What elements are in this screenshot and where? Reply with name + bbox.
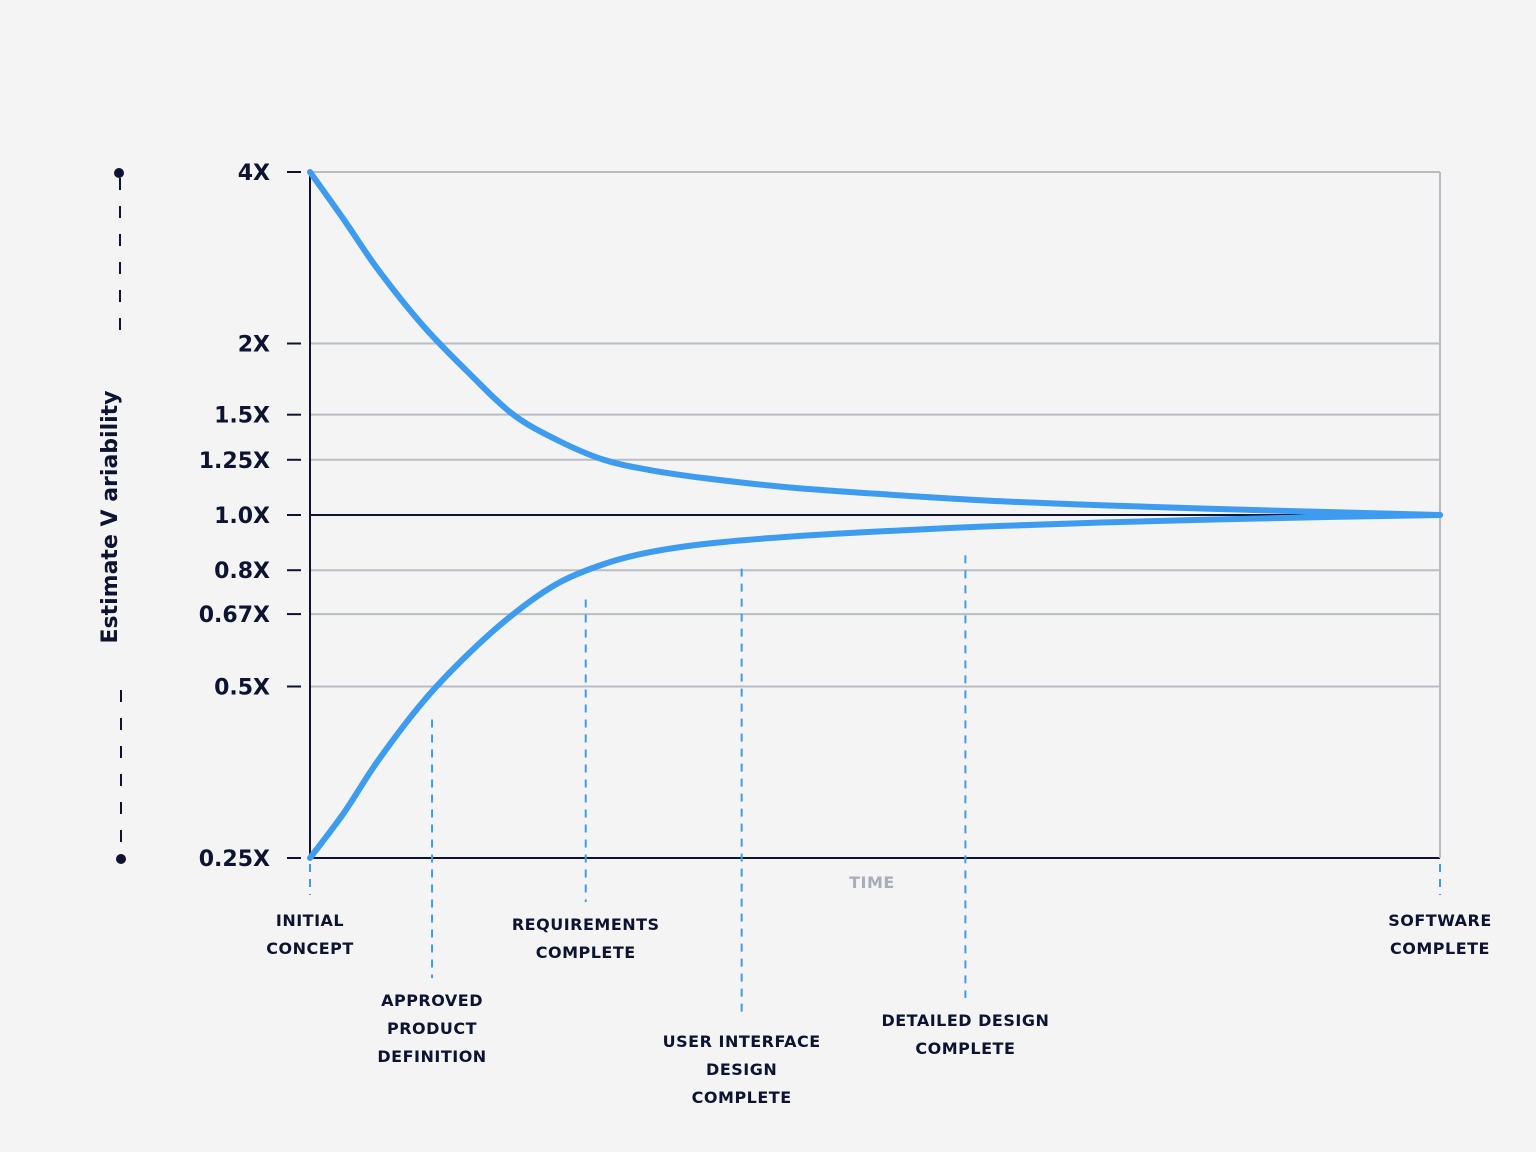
series-curves: [307, 169, 1443, 861]
upper-variability-curve: [307, 169, 1443, 518]
gridlines: [310, 171, 1440, 859]
milestone-labels: INITIAL CONCEPT APPROVED PRODUCT DEFINITION R…: [266, 911, 1492, 1107]
y-axis-title-group: Estimate V ariability: [98, 168, 126, 864]
milestone-label-line: INITIAL: [276, 911, 344, 930]
lower-variability-curve: [307, 512, 1443, 861]
milestone-label-line: APPROVED: [381, 991, 483, 1010]
y-tick-label: 0.25X: [199, 847, 270, 872]
milestone-label-line: SOFTWARE: [1388, 911, 1492, 930]
y-bracket-bottom-dot: [116, 854, 126, 864]
y-axis-title: Estimate V ariability: [98, 390, 123, 643]
milestone-label-line: PRODUCT: [387, 1019, 477, 1038]
y-tick-label: 0.5X: [214, 676, 270, 701]
x-axis-title: TIME: [849, 873, 895, 892]
y-tick-label: 1.5X: [214, 404, 270, 429]
milestone-label-line: DEFINITION: [377, 1047, 486, 1066]
milestone-label-line: DESIGN: [706, 1060, 777, 1079]
y-tick-label: 4X: [238, 161, 270, 186]
milestone-label-line: COMPLETE: [692, 1088, 792, 1107]
milestone-label-line: REQUIREMENTS: [512, 915, 660, 934]
y-tick-label: 2X: [238, 333, 270, 358]
milestone-label-line: COMPLETE: [1390, 939, 1490, 958]
y-tick-label: 0.67X: [199, 603, 270, 628]
milestone-label-line: CONCEPT: [266, 939, 354, 958]
milestone-label-line: DETAILED DESIGN: [881, 1011, 1049, 1030]
milestone-label-line: COMPLETE: [915, 1039, 1015, 1058]
y-tick-label: 1.25X: [199, 449, 270, 474]
milestone-label-line: USER INTERFACE: [663, 1032, 821, 1051]
y-bracket-top-dot: [114, 168, 124, 178]
y-tick-label: 0.8X: [214, 559, 270, 584]
y-axis-ticks: 4X 2X 1.5X 1.25X 1.0X 0.8X 0.67X 0.5X 0.25X: [199, 161, 301, 872]
y-tick-label: 1.0X: [214, 504, 270, 529]
milestone-label-line: COMPLETE: [536, 943, 636, 962]
milestone-dashed-lines: [309, 555, 1441, 1018]
